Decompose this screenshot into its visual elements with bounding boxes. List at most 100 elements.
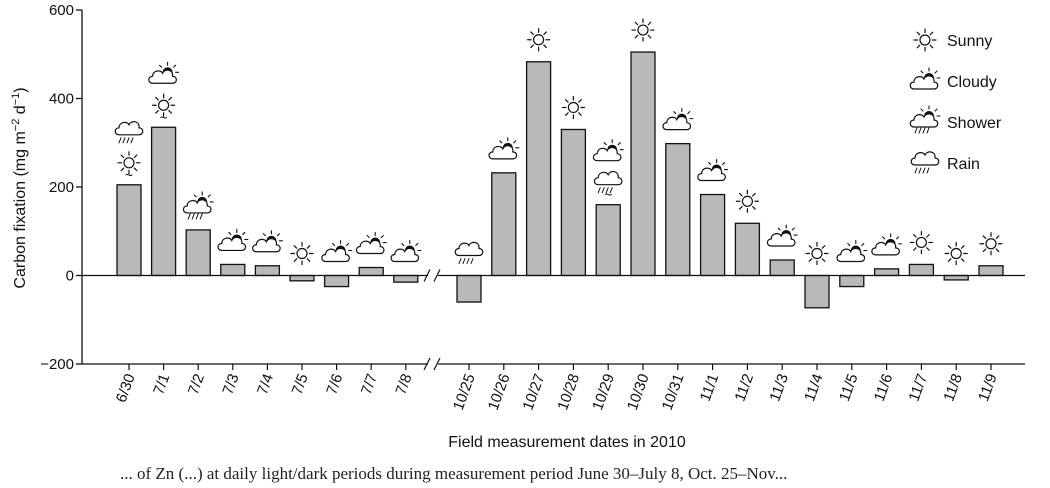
- figure-caption: ... of Zn (...) at daily light/dark peri…: [120, 464, 788, 483]
- sunny-icon: [561, 95, 586, 120]
- cloudy-icon: [218, 229, 248, 250]
- legend-label-cloudy: Cloudy: [947, 74, 997, 91]
- cloudy-icon: [149, 62, 179, 83]
- x-tick-label: 7/3: [219, 372, 242, 397]
- cloudy-icon: [593, 140, 623, 161]
- bar-7-1: [150, 126, 177, 277]
- x-tick-label: 11/8: [940, 372, 966, 404]
- axis-break-mark: [423, 357, 431, 371]
- bar-11-1: [699, 193, 726, 277]
- x-tick-label: 10/29: [589, 372, 618, 413]
- sunny-icon: [290, 241, 314, 266]
- cloudy-icon: [356, 233, 386, 254]
- legend-shower-icon: [910, 106, 940, 133]
- bar-6-30: [116, 184, 142, 277]
- rain-icon: [115, 122, 143, 143]
- bar-10-27: [525, 61, 552, 277]
- weather-transition-tilde: ~: [160, 109, 168, 125]
- carbon-fixation-chart: −200 0 200 400 600 ~ ~ ~ 6/30 7/1 7/2 7/3 7/4 7/5 7/…: [10, 2, 1025, 451]
- cloudy-icon: [872, 234, 902, 255]
- bar-11-6: [873, 268, 900, 277]
- bar-11-4: [804, 274, 830, 309]
- cloudy-icon: [663, 109, 693, 130]
- cloudy-icon: [489, 138, 519, 159]
- cloudy-icon: [767, 225, 797, 246]
- x-tick-label: 7/7: [358, 372, 381, 397]
- bar-7-2: [185, 229, 211, 277]
- bar-11-8: [943, 274, 969, 281]
- sunny-icon: [735, 189, 760, 213]
- bar-7-4: [254, 265, 281, 277]
- x-axis-title: Field measurement dates in 2010: [448, 434, 686, 451]
- x-axis: 6/30 7/1 7/2 7/3 7/4 7/5 7/6 7/7 7/8 10/25 10/26 10…: [82, 269, 1025, 413]
- x-tick-label: 11/6: [871, 372, 897, 404]
- bar-10-29: [595, 204, 621, 277]
- x-tick-label: 11/2: [732, 372, 758, 404]
- bar-11-9: [978, 265, 1004, 277]
- axis-break-mark: [423, 269, 431, 282]
- y-axis-title-main: Carbon fixation (mg m: [12, 131, 29, 288]
- cloudy-icon: [391, 241, 421, 262]
- legend: Sunny Cloudy Shower Rain: [910, 28, 1002, 173]
- weather-icons: ~ ~ ~: [115, 18, 1003, 266]
- x-tick-label: 10/28: [554, 372, 583, 413]
- cloudy-icon: [322, 241, 352, 262]
- legend-sunny-icon: [913, 28, 937, 52]
- x-tick-label: 10/25: [450, 372, 479, 413]
- x-tick-label: 7/6: [323, 372, 346, 397]
- rain-icon: [455, 242, 483, 263]
- axis-break-mark: [433, 269, 441, 282]
- x-tick-label: 11/5: [836, 372, 862, 404]
- x-tick-label: 10/31: [659, 372, 688, 413]
- bar-7-3: [220, 263, 246, 277]
- bar-10-25: [456, 274, 482, 303]
- y-axis-title-end: ): [12, 87, 29, 92]
- weather-transition-tilde: ~: [125, 167, 133, 183]
- x-tick-label: 10/30: [624, 372, 653, 413]
- sunny-icon: [944, 241, 968, 266]
- bar-11-7: [908, 263, 935, 277]
- shower-icon: [183, 192, 213, 219]
- cloudy-icon: [253, 231, 283, 252]
- y-tick-label: 0: [66, 268, 74, 285]
- legend-cloudy-icon: [910, 68, 940, 89]
- y-axis-title-sup1: −2: [10, 119, 22, 132]
- x-tick-label: 10/27: [520, 372, 549, 413]
- x-tick-label: 11/9: [975, 372, 1001, 404]
- y-tick-label: 600: [49, 2, 74, 19]
- sunny-icon: [979, 232, 1003, 256]
- bar-11-2: [734, 222, 761, 277]
- bar-10-28: [560, 128, 587, 277]
- x-tick-label: 11/4: [801, 372, 827, 404]
- sunny-icon: [805, 241, 829, 266]
- bars: [116, 51, 1004, 309]
- x-tick-label: 7/4: [254, 372, 277, 397]
- bar-11-3: [769, 259, 795, 277]
- x-tick-label: 11/1: [697, 372, 723, 404]
- y-axis-title: Carbon fixation (mg m−2 d−1): [10, 87, 29, 288]
- legend-label-sunny: Sunny: [947, 33, 992, 50]
- y-axis-title-sup2: −1: [10, 93, 22, 106]
- y-axis: −200 0 200 400 600: [40, 2, 83, 373]
- y-tick-label: 200: [49, 179, 74, 196]
- axis-break-mark: [433, 357, 441, 371]
- bar-7-5: [289, 274, 315, 282]
- x-tick-label: 7/5: [289, 372, 312, 397]
- x-tick-label: 7/2: [185, 372, 208, 397]
- sunny-icon: [631, 18, 655, 42]
- bar-7-7: [358, 266, 384, 277]
- y-tick-label: −200: [40, 356, 74, 373]
- y-axis-title-mid: d: [12, 105, 29, 118]
- bar-10-31: [665, 142, 691, 277]
- x-tick-label: 7/1: [150, 372, 173, 397]
- x-tick-label: 6/30: [113, 372, 139, 405]
- bar-10-30: [630, 51, 656, 277]
- bar-7-6: [323, 274, 350, 288]
- x-tick-label: 7/8: [392, 372, 415, 397]
- legend-label-shower: Shower: [947, 115, 1002, 132]
- sunny-icon: [909, 230, 934, 255]
- legend-rain-icon: [911, 152, 939, 173]
- x-tick-label: 10/26: [485, 372, 514, 413]
- cloudy-icon: [698, 160, 728, 181]
- y-tick-label: 400: [49, 91, 74, 108]
